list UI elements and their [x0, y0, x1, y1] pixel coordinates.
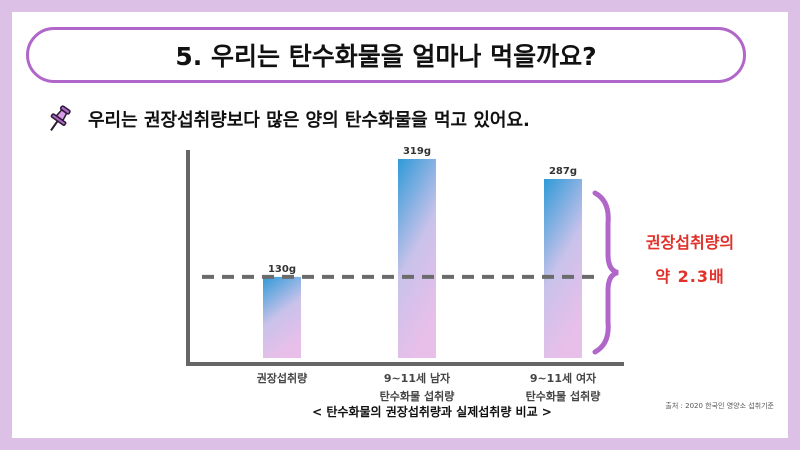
- pushpin-icon: [50, 105, 71, 132]
- category-label-1-line1: 권장섭취량: [257, 371, 308, 385]
- annotation-line2: 약 2.3배: [655, 267, 724, 286]
- category-label-3-line2: 탄수화물 섭취량: [526, 389, 601, 403]
- value-label-1: 130g: [268, 264, 296, 275]
- page-title: 5. 우리는 탄수화물을 얼마나 먹을까요?: [175, 42, 597, 71]
- source-note: 출처 : 2020 한국인 영양소 섭취기준: [665, 402, 774, 410]
- value-label-3: 287g: [549, 166, 577, 177]
- subtitle-text: 우리는 권장섭취량보다 많은 양의 탄수화물을 먹고 있어요.: [88, 110, 530, 131]
- category-label-2-line2: 탄수화물 섭취량: [380, 389, 455, 403]
- value-labels: 130g 319g 287g: [268, 146, 577, 275]
- curly-brace-icon: [592, 190, 619, 355]
- bar-2: [398, 159, 436, 358]
- category-label-3-line1: 9~11세 여자: [530, 371, 597, 385]
- category-label-2-line1: 9~11세 남자: [384, 371, 451, 385]
- bar-3: [544, 178, 582, 358]
- annotation-line1: 권장섭취량의: [646, 233, 734, 252]
- subtitle-row: 우리는 권장섭취량보다 많은 양의 탄수화물을 먹고 있어요.: [44, 104, 530, 134]
- chart-axes: [186, 150, 624, 366]
- chart-title: < 탄수화물의 권장섭취량과 실제섭취량 비교 >: [312, 404, 552, 419]
- bar-series: [263, 159, 582, 358]
- bar-1: [263, 276, 301, 358]
- value-label-2: 319g: [403, 146, 431, 157]
- page-title-banner: 5. 우리는 탄수화물을 얼마나 먹을까요?: [26, 27, 746, 83]
